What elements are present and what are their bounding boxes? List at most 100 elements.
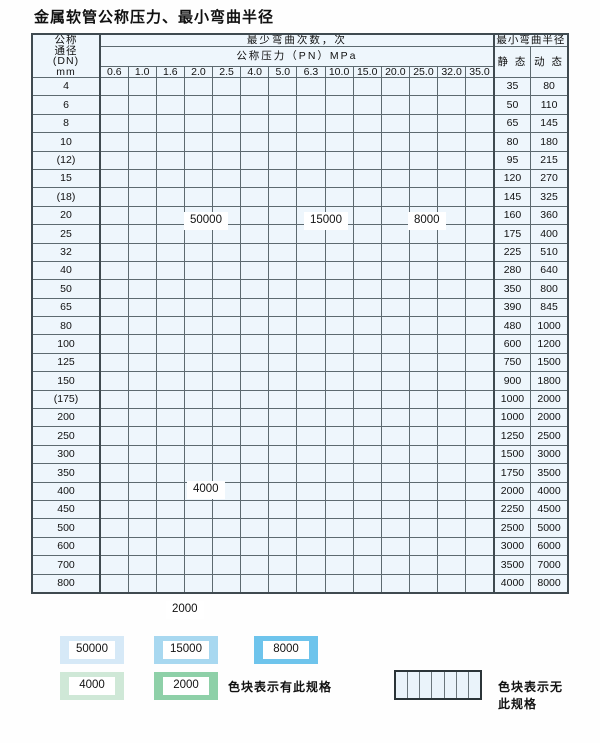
spec-cell-filled [211,168,242,189]
spec-cell-filled [324,132,354,152]
spec-cell-empty [408,389,439,410]
spec-cell-empty [240,463,270,483]
spec-cell-empty [324,536,354,557]
table-row: 8 65 145 [32,113,568,134]
spec-cell-filled [99,95,129,115]
spec-cell-empty [436,316,467,336]
spec-cell-filled [155,334,185,354]
spec-cell-empty [324,297,354,318]
dn-value: 100 [32,334,101,354]
spec-cell-filled [155,536,185,557]
dn-value: 600 [32,536,101,557]
dynamic-radius-value: 1800 [530,371,568,391]
spec-cell-filled [127,297,157,318]
header-pressure-32.0: 32.0 [436,65,467,78]
spec-cell-empty [408,316,439,336]
legend-no-spec-stripe [396,672,409,698]
spec-cell-filled [127,260,157,281]
spec-cell-empty [268,481,298,501]
static-radius-value: 145 [493,187,532,207]
spec-cell-filled [99,242,129,262]
spec-cell-empty [465,352,495,373]
dynamic-radius-value: 2500 [530,426,568,446]
spec-cell-filled [352,113,382,134]
header-dn-line-2: (DN) [52,55,80,67]
spec-cell-empty [380,444,410,465]
legend-no-spec-stripe [469,672,480,698]
spec-cell-filled [380,76,410,97]
spec-cell-filled [183,260,214,281]
dn-value: 65 [32,297,101,318]
spec-cell-filled [211,150,242,170]
static-radius-value: 1000 [493,408,532,428]
spec-cell-filled [183,113,214,134]
static-radius-value: 2250 [493,499,532,520]
spec-cell-empty [436,444,467,465]
dynamic-radius-value: 510 [530,242,568,262]
dynamic-radius-value: 3000 [530,444,568,465]
spec-cell-filled [211,260,242,281]
dn-value: 8 [32,113,101,134]
header-pressure-6.3: 6.3 [296,65,326,78]
spec-cell-empty [296,334,326,354]
spec-cell-empty [465,242,495,262]
header-static: 静 态 [493,45,532,78]
spec-cell-filled [408,76,439,97]
spec-cell-filled [99,499,129,520]
spec-cell-empty [465,334,495,354]
header-pressure-2.0: 2.0 [183,65,214,78]
spec-cell-empty [436,132,467,152]
spec-cell-filled [99,205,129,226]
spec-cell-empty [324,555,354,575]
spec-cell-empty [408,573,439,593]
spec-cell-empty [408,187,439,207]
spec-cell-empty [408,481,439,501]
spec-cell-filled [99,463,129,483]
dynamic-radius-value: 845 [530,297,568,318]
spec-cell-filled [211,242,242,262]
spec-cell-filled [183,334,214,354]
spec-cell-filled [127,132,157,152]
table-body: 4 35 80 6 50 110 8 65 145 10 80 180 (12) 95 215 15 120 27… [32,76,568,593]
table-row: 600 3000 6000 [32,536,568,557]
spec-cell-empty [408,536,439,557]
spec-cell-filled [296,187,326,207]
header-pressure-0.6: 0.6 [99,65,129,78]
spec-cell-filled [211,279,242,299]
spec-cell-empty [268,444,298,465]
spec-cell-filled [127,499,157,520]
header-pressure-1.6: 1.6 [155,65,185,78]
spec-cell-empty [296,389,326,410]
dn-value: 700 [32,555,101,575]
spec-cell-empty [408,463,439,483]
spec-cell-empty [352,555,382,575]
spec-cell-empty [465,444,495,465]
spec-cell-filled [155,463,185,483]
spec-cell-filled [183,389,214,410]
dn-value: (12) [32,150,101,170]
spec-cell-empty [408,444,439,465]
spec-cell-filled [99,573,129,593]
spec-cell-empty [352,426,382,446]
spec-table-wrapper: 公称 通径 (DN) mm 最少弯曲次数，次 最小弯曲半径 公称压力（PN）MP… [31,33,569,619]
spec-cell-filled [408,95,439,115]
table-row: (12) 95 215 [32,150,568,170]
spec-cell-filled [99,113,129,134]
spec-cell-empty [268,573,298,593]
spec-cell-filled [99,76,129,97]
spec-cell-filled [155,481,185,501]
static-radius-value: 750 [493,352,532,373]
spec-cell-filled [183,536,214,557]
header-dn: 公称 通径 (DN) mm [32,34,101,78]
spec-cell-filled [324,95,354,115]
spec-cell-empty [268,408,298,428]
spec-cell-empty [352,371,382,391]
spec-cell-filled [155,187,185,207]
static-radius-value: 50 [493,95,532,115]
spec-cell-empty [352,444,382,465]
static-radius-value: 480 [493,316,532,336]
table-row: 32 225 510 [32,242,568,262]
spec-cell-filled [183,95,214,115]
spec-cell-empty [436,536,467,557]
spec-cell-empty [465,260,495,281]
